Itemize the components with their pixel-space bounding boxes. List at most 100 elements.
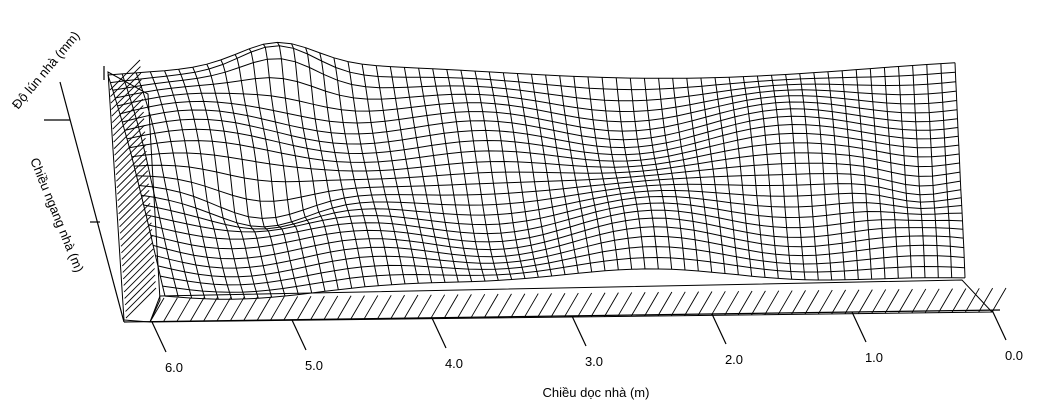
mesh-column-line — [954, 62, 966, 278]
front-hatch-line — [390, 294, 405, 320]
front-hatch-line — [697, 291, 713, 316]
mesh-column-line — [276, 42, 326, 292]
mesh-column-line — [262, 43, 313, 294]
mesh-column-line — [516, 73, 553, 277]
mesh-column-line — [926, 64, 939, 278]
mesh-column-line — [559, 75, 593, 273]
x-axis-line — [123, 309, 1001, 323]
left-hatch-line — [125, 287, 157, 319]
surface-mesh — [107, 41, 966, 300]
mesh-column-line — [714, 77, 739, 275]
front-hatch-line — [924, 288, 940, 314]
front-hatch-line — [884, 289, 900, 314]
mesh-column-line — [728, 77, 753, 277]
x-tick-label: 2.0 — [725, 352, 743, 367]
mesh-column-line — [121, 73, 179, 298]
left-hatch-line — [123, 255, 155, 286]
left-hatch-line — [116, 150, 147, 182]
front-hatch-line — [443, 294, 459, 319]
front-hatch-line — [216, 296, 232, 322]
left-hatch-line — [111, 79, 142, 110]
left-hatch-line — [121, 222, 152, 254]
mesh-column-line — [601, 77, 633, 270]
x-tick-mark — [431, 317, 447, 349]
left-hatch-line — [111, 92, 143, 123]
mesh-column-line — [587, 76, 619, 270]
x-tick-mark — [291, 319, 307, 351]
left-hatch-line — [113, 118, 145, 149]
front-hatch-line — [604, 292, 619, 317]
front-hatch-line — [149, 297, 165, 323]
front-hatch-line — [751, 290, 766, 316]
front-hatch-line — [523, 293, 539, 318]
front-hatch-line — [189, 297, 205, 322]
front-hatch-line — [938, 288, 953, 313]
mesh-column-line — [700, 77, 726, 274]
front-hatch-line — [978, 287, 994, 313]
front-hatch-line — [430, 294, 446, 319]
mesh-column-line — [192, 67, 246, 300]
x-tick-mark — [991, 309, 1007, 341]
x-tick-mark — [711, 313, 727, 345]
left-hatch-line — [121, 229, 153, 260]
front-hatch-line — [857, 289, 873, 314]
front-hatch-line — [617, 292, 633, 317]
mesh-column-line — [742, 76, 766, 278]
mesh-column-line — [629, 78, 659, 270]
mesh-column-line — [305, 47, 353, 289]
mesh-column-line — [206, 63, 259, 299]
mesh-column-line — [869, 68, 886, 279]
front-hatch-line — [670, 291, 686, 317]
front-hatch-line — [804, 289, 820, 315]
left-hatch-line — [124, 274, 156, 306]
mesh-column-line — [164, 70, 219, 300]
mesh-column-line — [488, 71, 526, 279]
mesh-column-line — [813, 72, 833, 281]
front-hatch-line — [737, 290, 753, 316]
mesh-column-line — [446, 69, 486, 282]
x-tick-label: 3.0 — [585, 354, 603, 369]
front-hatch-line — [710, 291, 726, 316]
front-hatch-line — [269, 296, 285, 321]
mesh-column-line — [220, 59, 273, 298]
mesh-column-line — [107, 74, 166, 297]
mesh-column-line — [502, 72, 539, 278]
mesh-column-line — [375, 65, 419, 284]
x-tick-mark — [851, 311, 867, 343]
x-tick-label: 0.0 — [1005, 348, 1023, 363]
front-hatch-line — [243, 296, 258, 322]
x-tick-mark — [571, 315, 587, 347]
front-hatch-line — [416, 294, 432, 320]
front-hatch-line — [403, 294, 419, 320]
front-wall-hatching — [149, 279, 1007, 323]
mesh-column-line — [756, 75, 779, 279]
left-hatch-line — [110, 66, 141, 97]
left-hatch-line — [122, 235, 153, 267]
left-hatch-line — [119, 202, 151, 234]
mesh-column-line — [347, 61, 393, 285]
front-hatch-line — [550, 293, 566, 318]
mesh-column-line — [940, 63, 953, 278]
mesh-column-line — [403, 67, 446, 283]
y-axis-label: Chiều ngang nhà (m) — [27, 156, 87, 275]
front-hatch-line — [577, 292, 593, 318]
mesh-column-line — [178, 69, 233, 300]
mesh-column-line — [615, 77, 646, 269]
mesh-column-line — [333, 57, 379, 286]
front-hatch-line — [911, 288, 927, 314]
mesh-column-line — [149, 71, 206, 299]
mesh-column-line — [643, 78, 673, 270]
mesh-column-line — [248, 48, 299, 295]
front-hatch-line — [964, 288, 980, 313]
x-tick-label: 4.0 — [445, 356, 463, 371]
front-hatch-line — [510, 293, 526, 318]
left-hatch-line — [116, 157, 148, 189]
mesh-column-line — [361, 64, 406, 284]
front-hatch-line — [644, 291, 659, 317]
mesh-column-line — [686, 78, 713, 273]
mesh-column-line — [883, 67, 899, 279]
front-hatch-line — [203, 297, 218, 322]
mesh-column-line — [234, 54, 286, 297]
front-hatch-line — [483, 293, 499, 319]
left-hatch-line — [117, 176, 149, 208]
